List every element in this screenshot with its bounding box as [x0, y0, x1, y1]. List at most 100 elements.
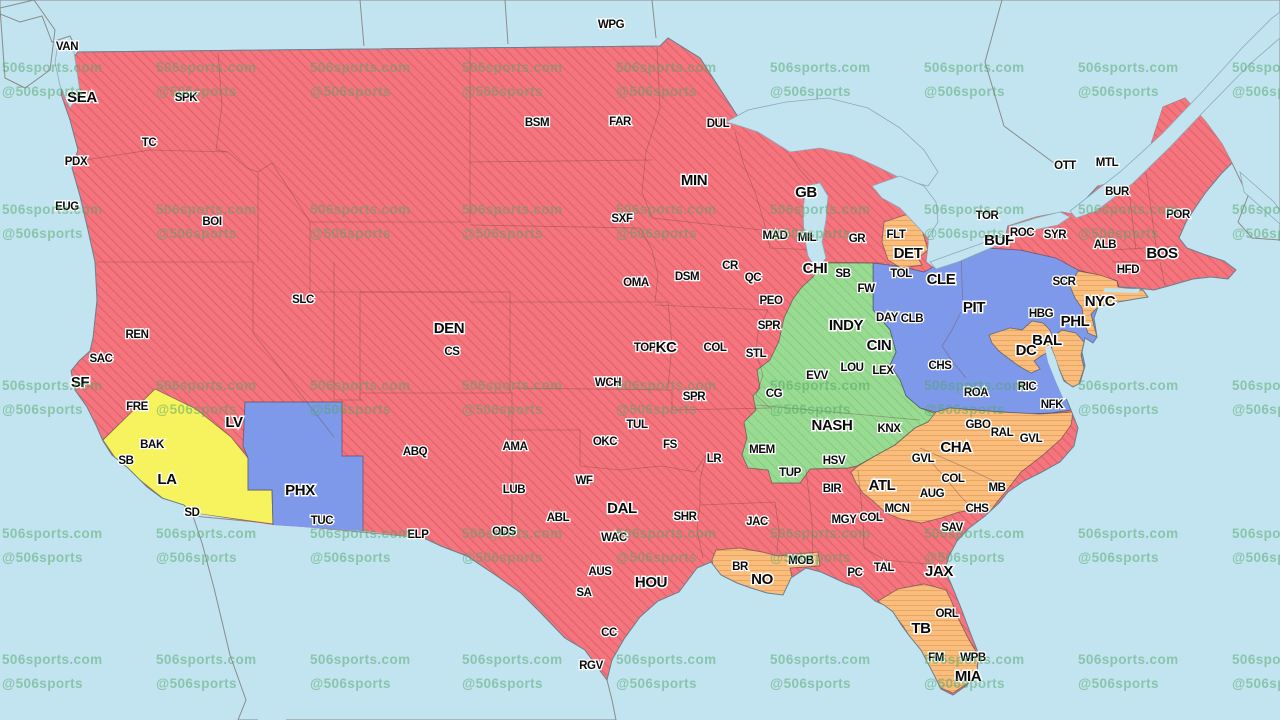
city-label-SPR: SPR	[683, 391, 707, 403]
city-label-SPR: SPR	[758, 320, 782, 332]
watermarks: 506sports.com @506sports 506sports.com @506…	[2, 60, 1280, 691]
watermark: 506sports.com	[924, 378, 1025, 393]
city-label-COL: COL	[703, 342, 726, 354]
city-label-ATL: ATL	[869, 477, 896, 494]
watermark: 506sports.com	[616, 652, 717, 667]
watermark: @506sports	[1078, 550, 1159, 565]
city-label-LV: LV	[225, 414, 243, 431]
city-label-GVL: GVL	[912, 453, 935, 465]
city-label-BR: BR	[732, 561, 749, 573]
city-label-CIN: CIN	[867, 337, 892, 354]
city-label-ALB: ALB	[1094, 239, 1117, 251]
watermark: @506sports	[310, 550, 391, 565]
watermark: 506sports.com	[1078, 60, 1179, 75]
city-label-EUG: EUG	[55, 201, 79, 213]
watermark: 506sports.com	[924, 652, 1025, 667]
watermark: 506sports.com	[616, 202, 717, 217]
watermark: 506sports.com	[310, 652, 411, 667]
city-label-MOB: MOB	[788, 555, 814, 567]
city-label-INDY: INDY	[829, 317, 864, 334]
city-label-SAV: SAV	[941, 522, 963, 534]
watermark: 506sports.com	[770, 652, 871, 667]
city-label-MCN: MCN	[885, 503, 910, 515]
city-label-DSM: DSM	[675, 271, 699, 283]
city-label-SF: SF	[71, 374, 90, 391]
watermark: @506sports	[2, 226, 83, 241]
city-label-AMA: AMA	[503, 441, 528, 453]
province-border	[504, 0, 509, 45]
city-label-CR: CR	[722, 260, 739, 272]
watermark: @506sports	[770, 550, 851, 565]
city-label-CHA: CHA	[940, 439, 972, 456]
city-label-NO: NO	[751, 571, 773, 588]
watermark: 506sports.com	[1232, 202, 1280, 217]
city-label-CLB: CLB	[901, 313, 924, 325]
watermark: @506sports	[462, 550, 543, 565]
city-label-LR: LR	[707, 453, 723, 465]
city-label-DAL: DAL	[607, 500, 637, 517]
city-label-KNX: KNX	[877, 423, 901, 435]
watermark: @506sports	[924, 84, 1005, 99]
city-label-CG: CG	[766, 388, 783, 400]
city-label-MGY: MGY	[832, 514, 858, 526]
watermark: 506sports.com	[616, 378, 717, 393]
city-label-COL: COL	[941, 473, 964, 485]
city-label-MTL: MTL	[1096, 157, 1119, 169]
watermark: @506sports	[924, 676, 1005, 691]
city-label-DAY: DAY	[876, 312, 899, 324]
watermark: @506sports	[156, 676, 237, 691]
city-label-AUS: AUS	[588, 566, 612, 578]
lake-superior	[724, 97, 939, 187]
city-label-HFD: HFD	[1117, 264, 1140, 276]
city-label-CLE: CLE	[927, 271, 956, 288]
city-label-MAD: MAD	[763, 230, 788, 242]
city-label-SD: SD	[184, 507, 199, 519]
watermark: 506sports.com	[2, 526, 103, 541]
city-label-SAC: SAC	[89, 353, 112, 365]
city-label-GBO: GBO	[966, 419, 991, 431]
watermark: @506sports	[1232, 226, 1280, 241]
city-label-GR: GR	[849, 233, 867, 245]
watermark: @506sports	[2, 676, 83, 691]
watermark: 506sports.com	[2, 652, 103, 667]
great-lakes	[54, 11, 1280, 400]
watermark: 506sports.com	[156, 652, 257, 667]
city-label-PDX: PDX	[65, 156, 88, 168]
watermark: @506sports	[1078, 226, 1159, 241]
province-border	[984, 0, 1059, 167]
watermark: @506sports	[310, 84, 391, 99]
watermark: 506sports.com	[310, 202, 411, 217]
watermark: @506sports	[1078, 676, 1159, 691]
city-label-CHI: CHI	[803, 260, 828, 277]
watermark: 506sports.com	[156, 378, 257, 393]
long-island-sound	[1103, 288, 1140, 293]
city-label-SHR: SHR	[673, 511, 697, 523]
watermark: @506sports	[156, 84, 237, 99]
watermark: @506sports	[924, 550, 1005, 565]
city-label-ROC: ROC	[1010, 227, 1034, 239]
city-label-BUF: BUF	[984, 232, 1014, 249]
watermark: @506sports	[770, 676, 851, 691]
puget-sound	[54, 43, 81, 109]
watermark: 506sports.com	[2, 60, 103, 75]
watermark: 506sports.com	[770, 60, 871, 75]
city-label-REN: REN	[125, 329, 148, 341]
city-label-KC: KC	[656, 339, 677, 356]
city-label-SEA: SEA	[67, 89, 97, 106]
city-label-ELP: ELP	[407, 529, 429, 541]
city-label-RGV: RGV	[579, 660, 603, 672]
watermark: 506sports.com	[156, 202, 257, 217]
watermark: @506sports	[616, 676, 697, 691]
city-label-BSM: BSM	[525, 117, 549, 129]
lake-erie	[929, 233, 1009, 270]
city-label-QC: QC	[745, 272, 762, 284]
city-label-OKC: OKC	[593, 436, 617, 448]
watermark: 506sports.com	[310, 60, 411, 75]
watermark: 506sports.com	[462, 652, 563, 667]
city-label-LEX: LEX	[872, 365, 894, 377]
city-label-MIL: MIL	[798, 232, 817, 244]
watermark: 506sports.com	[156, 526, 257, 541]
watermark: @506sports	[616, 84, 697, 99]
city-label-SPK: SPK	[175, 92, 199, 104]
